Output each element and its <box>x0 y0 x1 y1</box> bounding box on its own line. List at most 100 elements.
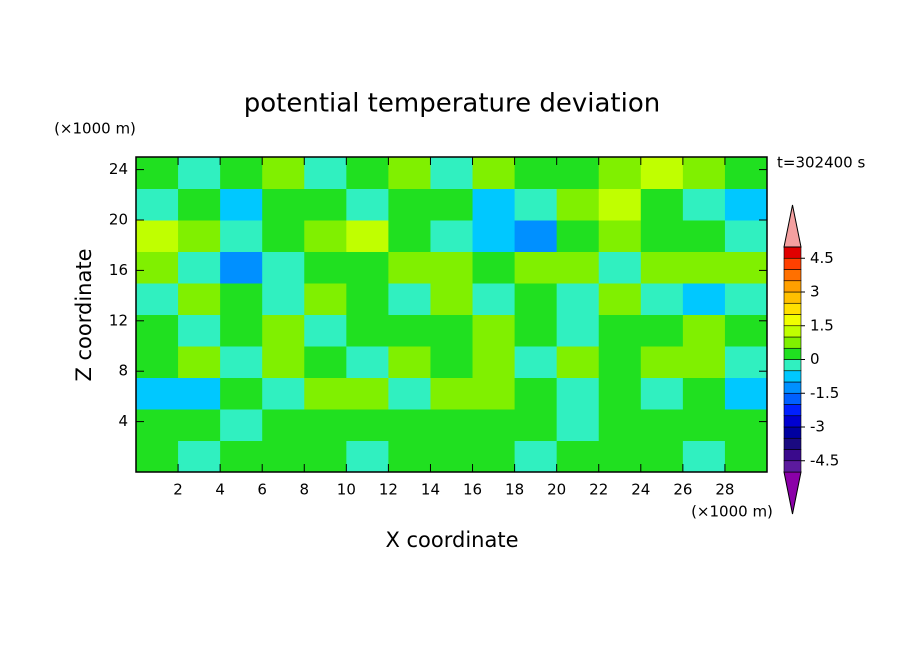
contour-cell <box>388 377 431 410</box>
colorbar-box <box>783 269 802 282</box>
y-tick-label: 20 <box>109 211 128 229</box>
contour-cell <box>724 409 768 441</box>
colorbar-extend-low <box>783 471 802 515</box>
contour-cell <box>304 377 347 410</box>
contour-cell <box>262 251 305 284</box>
contour-cell <box>598 251 642 284</box>
contour-cell <box>682 251 726 284</box>
contour-cell <box>346 409 389 441</box>
contour-cell <box>388 188 431 221</box>
contour-cell <box>724 377 768 410</box>
colorbar-box <box>783 359 802 372</box>
y-tick-label: 8 <box>118 362 128 380</box>
contour-cell <box>388 283 431 315</box>
contour-cell <box>430 440 474 473</box>
contour-cell <box>514 346 558 378</box>
contour-cell <box>304 251 347 284</box>
contour-cell <box>724 283 768 315</box>
colorbar: -4.5 -3 -1.5 0 1.5 3 4.5 <box>783 204 839 515</box>
x-tick-label: 14 <box>421 481 440 499</box>
contour-cell <box>220 377 263 410</box>
contour-cell <box>430 377 474 410</box>
contour-cell <box>514 440 558 473</box>
colorbar-box <box>783 325 802 338</box>
contour-cell <box>136 251 179 284</box>
x-tick-label: 22 <box>589 481 608 499</box>
x-tick-label: 4 <box>215 481 225 499</box>
contour-cell <box>430 314 474 347</box>
contour-cell <box>388 314 431 347</box>
contour-cell <box>640 346 684 378</box>
contour-cell <box>136 314 179 347</box>
contour-cell <box>262 220 305 252</box>
contour-cell <box>472 377 516 410</box>
x-tick-label: 26 <box>673 481 692 499</box>
contour-cell <box>262 377 305 410</box>
x-tick-label: 12 <box>379 481 398 499</box>
contour-cell <box>556 377 600 410</box>
y-tick-label: 24 <box>109 160 128 178</box>
contour-cell <box>472 440 516 473</box>
contour-cell <box>430 251 474 284</box>
contour-cell <box>514 409 558 441</box>
x-unit: (×1000 m) <box>691 503 773 521</box>
x-tick-label: 2 <box>173 481 183 499</box>
contour-cell <box>262 188 305 221</box>
contour-cell <box>556 251 600 284</box>
colorbar-box <box>783 246 802 259</box>
contour-cell <box>472 188 516 221</box>
contour-cell <box>598 220 642 252</box>
contour-cell <box>682 377 726 410</box>
contour-cell <box>346 283 389 315</box>
contour-cell <box>346 220 389 252</box>
contour-cell <box>346 157 389 189</box>
contour-cell <box>430 409 474 441</box>
contour-cell <box>724 440 768 473</box>
contour-cell <box>514 157 558 189</box>
chart-title: potential temperature deviation <box>244 89 660 119</box>
contour-field <box>136 157 768 473</box>
contour-cell <box>682 314 726 347</box>
contour-cell <box>556 283 600 315</box>
contour-cell <box>640 220 684 252</box>
contour-cell <box>514 314 558 347</box>
contour-cell <box>262 314 305 347</box>
x-tick-label: 10 <box>337 481 356 499</box>
contour-cell <box>598 377 642 410</box>
colorbar-tick-label: 3 <box>810 283 820 301</box>
contour-cell <box>682 283 726 315</box>
contour-cell <box>262 283 305 315</box>
contour-cell <box>682 157 726 189</box>
contour-cell <box>262 157 305 189</box>
contour-cell <box>346 377 389 410</box>
colorbar-tick-label: 0 <box>810 350 820 368</box>
contour-cell <box>472 251 516 284</box>
colorbar-box <box>783 314 802 327</box>
contour-cell <box>388 220 431 252</box>
contour-cell <box>136 440 179 473</box>
contour-cell <box>640 409 684 441</box>
contour-cell <box>682 346 726 378</box>
contour-cell <box>304 314 347 347</box>
colorbar-box <box>783 302 802 315</box>
contour-cell <box>430 157 474 189</box>
time-annotation: t=302400 s <box>777 154 865 172</box>
contour-cell <box>388 157 431 189</box>
contour-cell <box>220 188 263 221</box>
colorbar-box <box>783 347 802 360</box>
y-tick-label: 12 <box>109 311 128 329</box>
contour-cell <box>472 314 516 347</box>
contour-cell <box>136 220 179 252</box>
x-tick-label: 8 <box>299 481 309 499</box>
contour-cell <box>262 409 305 441</box>
colorbar-box <box>783 426 802 439</box>
contour-cell <box>514 188 558 221</box>
y-tick-label: 4 <box>118 412 128 430</box>
colorbar-tick-label: 4.5 <box>810 249 834 267</box>
x-tick-label: 28 <box>715 481 734 499</box>
contour-cell <box>556 346 600 378</box>
colorbar-tick-label: 1.5 <box>810 316 834 334</box>
contour-cell <box>346 440 389 473</box>
